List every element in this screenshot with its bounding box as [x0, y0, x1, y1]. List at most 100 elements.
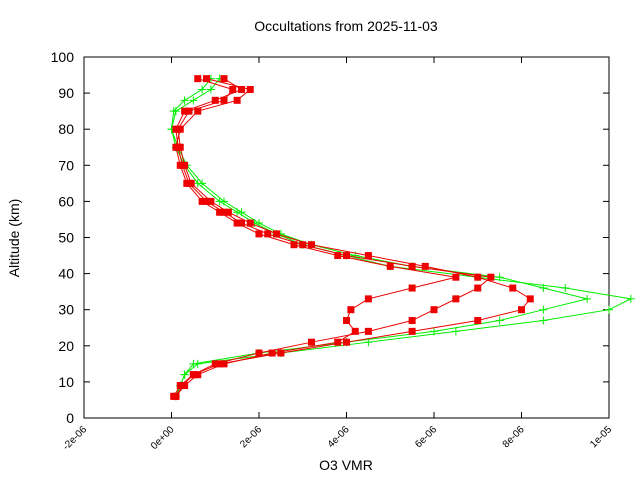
y-tick-label: 80 [58, 121, 74, 137]
plus-marker [626, 294, 635, 303]
square-marker [220, 96, 228, 104]
plus-marker [255, 219, 263, 228]
square-marker [220, 75, 228, 83]
plus-marker [189, 96, 198, 105]
plus-marker [198, 179, 207, 188]
square-marker [181, 161, 189, 169]
square-marker [233, 219, 241, 227]
plus-marker [220, 197, 228, 206]
square-marker [343, 252, 350, 260]
square-marker [174, 125, 182, 133]
square-marker [246, 85, 254, 93]
y-tick-label: 60 [58, 193, 74, 209]
square-marker [334, 338, 342, 346]
square-marker [172, 392, 180, 400]
square-marker [181, 107, 189, 115]
square-marker [408, 284, 416, 292]
square-marker [183, 179, 191, 187]
square-marker [474, 284, 482, 292]
plus-marker [539, 284, 548, 293]
square-marker [308, 338, 315, 346]
square-marker [211, 96, 219, 104]
square-marker [216, 360, 224, 368]
y-tick-label: 40 [58, 266, 74, 282]
square-marker [216, 208, 224, 216]
plus-marker [605, 305, 613, 314]
square-marker [299, 241, 307, 249]
plus-marker [169, 107, 178, 116]
square-marker [203, 75, 210, 83]
square-marker [408, 327, 416, 335]
square-marker [474, 273, 482, 281]
plus-marker [430, 327, 438, 336]
square-marker [246, 219, 254, 227]
square-marker [487, 273, 495, 281]
square-marker [364, 327, 372, 335]
square-marker [408, 262, 416, 270]
square-marker [518, 306, 525, 314]
square-marker [474, 317, 482, 325]
square-marker [408, 317, 416, 325]
y-tick-label: 10 [58, 374, 74, 390]
square-marker [255, 349, 263, 357]
square-marker [220, 208, 228, 216]
plus-marker [237, 208, 246, 217]
plus-marker [583, 294, 592, 303]
plus-marker [539, 305, 548, 314]
plus-marker [561, 284, 570, 293]
square-marker [386, 262, 394, 270]
square-marker [526, 295, 534, 303]
plus-marker [451, 327, 460, 336]
square-marker [194, 371, 202, 379]
square-marker [194, 75, 202, 83]
square-marker [207, 197, 215, 205]
x-axis-label: O3 VMR [319, 457, 373, 473]
square-marker [347, 306, 355, 314]
square-marker [364, 295, 372, 303]
square-marker [255, 230, 263, 238]
square-marker [172, 143, 180, 151]
square-marker [185, 107, 193, 115]
square-marker [452, 273, 460, 281]
square-marker [452, 295, 460, 303]
square-marker [220, 360, 228, 368]
square-marker [334, 252, 342, 260]
square-marker [268, 349, 276, 357]
plus-marker [206, 85, 215, 94]
y-tick-label: 0 [66, 410, 74, 426]
plus-marker [539, 316, 548, 325]
plus-marker [189, 359, 198, 368]
square-marker [198, 197, 206, 205]
plus-marker [180, 96, 189, 105]
square-marker [211, 360, 219, 368]
y-tick-label: 30 [58, 302, 74, 318]
square-marker [176, 143, 184, 151]
square-marker [343, 317, 350, 325]
chart-title: Occultations from 2025-11-03 [254, 18, 438, 34]
square-marker [277, 349, 285, 357]
square-marker [343, 338, 350, 346]
square-marker [194, 107, 202, 115]
y-tick-label: 70 [58, 157, 74, 173]
square-marker [203, 197, 210, 205]
square-marker [189, 371, 197, 379]
plus-marker [180, 370, 189, 379]
y-tick-label: 100 [51, 49, 75, 65]
y-tick-label: 90 [58, 85, 74, 101]
square-marker [430, 306, 438, 314]
square-marker [238, 219, 245, 227]
square-marker [224, 208, 232, 216]
square-marker [229, 85, 237, 93]
square-marker [176, 161, 184, 169]
y-tick-label: 20 [58, 338, 74, 354]
plus-marker [495, 273, 504, 282]
square-marker [308, 241, 315, 249]
square-marker [187, 179, 195, 187]
y-tick-label: 50 [58, 230, 74, 246]
square-marker [273, 230, 280, 238]
y-axis-label: Altitude (km) [6, 199, 22, 278]
square-marker [233, 96, 241, 104]
square-marker [238, 85, 245, 93]
